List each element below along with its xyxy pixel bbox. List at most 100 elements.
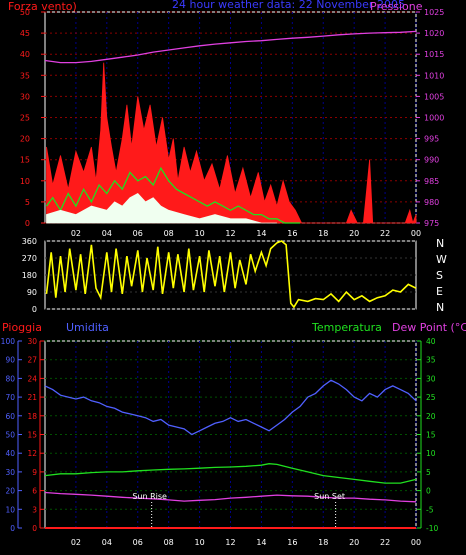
temperature-tick-label: 10 [426,449,436,458]
rain-humidity-temp-axes: 0102030405060708090100036912151821242730… [1,337,439,533]
hour-tick-label: 08 [164,229,174,238]
humidity-tick-label: 40 [5,449,15,458]
temperature-tick-label: 40 [426,337,436,346]
hour-tick-label: 08 [164,538,174,547]
rain-tick-label: 27 [27,356,37,365]
temperature-tick-label: 25 [426,393,436,402]
top-x-axis-ticks: 02 04 06 08 10 12 14 16 18 20 22 00 [71,229,421,238]
pressure-tick-label: 985 [424,177,439,186]
humidity-tick-label: 100 [1,337,16,346]
rain-tick-label: 18 [27,412,37,421]
humidity-tick-label: 50 [5,431,15,440]
rain-axis-label: Pioggia [2,321,42,334]
series-umidita [44,379,417,436]
wind-tick-label: 0 [25,219,30,228]
hour-tick-label: 04 [102,229,112,238]
temperature-tick-label: 20 [426,412,436,421]
hour-tick-label: 00 [411,538,421,547]
wind-tick-label: 15 [20,156,30,165]
sun-markers: Sun Rise Sun Set [132,492,345,528]
humidity-tick-label: 10 [5,505,15,514]
hour-tick-label: 10 [194,229,204,238]
temperature-tick-label: -5 [426,505,434,514]
compass-labels: N W S E N [436,237,447,314]
pressure-tick-label: 1020 [424,29,444,38]
hour-tick-label: 20 [349,229,359,238]
pressure-axis-label: Pressione [370,0,423,13]
direction-tick-label: 180 [22,271,37,280]
wind-tick-label: 5 [25,198,30,207]
hour-tick-label: 12 [225,538,235,547]
temperature-tick-label: 15 [426,431,436,440]
direction-tick-label: 90 [27,288,37,297]
pressure-tick-label: 1005 [424,92,444,101]
series-temperatura [44,463,417,484]
wind-tick-label: 45 [20,29,30,38]
rain-tick-label: 15 [27,431,37,440]
humidity-axis-label: Umidita [66,321,109,334]
compass-label: N [436,301,444,314]
humidity-tick-label: 0 [10,524,15,533]
rain-tick-label: 12 [27,449,37,458]
hour-tick-label: 04 [102,538,112,547]
humidity-tick-label: 20 [5,487,15,496]
hour-tick-label: 12 [225,229,235,238]
rain-tick-label: 24 [27,374,37,383]
hour-tick-label: 22 [380,538,390,547]
wind-tick-label: 10 [20,177,30,186]
wind-tick-label: 30 [20,92,30,101]
series-forza-vento- [46,62,417,225]
wind-tick-label: 25 [20,114,30,123]
rain-tick-label: 0 [32,524,37,533]
hour-tick-label: 06 [133,229,143,238]
temperature-tick-label: 30 [426,374,436,383]
hour-tick-label: 06 [133,538,143,547]
rain-tick-label: 21 [27,393,37,402]
wind-pressure-series [44,30,417,225]
hour-tick-label: 10 [194,538,204,547]
series-gust [45,166,301,224]
compass-label: S [436,269,443,282]
temperature-tick-label: 5 [426,468,431,477]
direction-tick-label: 270 [22,254,37,263]
temperature-tick-label: 0 [426,487,431,496]
hour-tick-label: 14 [256,229,266,238]
sunset-label: Sun Set [314,492,345,501]
rain-humidity-temp-grid [45,340,417,529]
pressure-tick-label: 980 [424,198,439,207]
hour-tick-label: 18 [318,538,328,547]
wind-tick-label: 40 [20,50,30,59]
sunrise-label: Sun Rise [132,492,167,501]
rain-tick-label: 6 [32,487,37,496]
dew-point-axis-label: Dew Point (°C) [392,321,466,334]
hour-tick-label: 22 [380,229,390,238]
hour-tick-label: 02 [71,229,81,238]
hour-tick-label: 16 [287,538,297,547]
hour-tick-label: 14 [256,538,266,547]
humidity-tick-label: 70 [5,393,15,402]
pressure-tick-label: 1025 [424,8,444,17]
rain-tick-label: 3 [32,505,37,514]
hour-tick-label: 00 [411,229,421,238]
series-calm [46,193,277,224]
hour-tick-label: 16 [287,229,297,238]
series-dew-point-c- [44,491,417,503]
hour-tick-label: 02 [71,538,81,547]
rain-humidity-temp-series [44,379,417,529]
wind-direction-panel: 0 90 180 270 360 N W S E N [22,237,447,314]
chart-title: 24 hour weather data: 22 November 2005 [172,0,405,11]
rain-tick-label: 30 [27,337,37,346]
wind-tick-label: 35 [20,71,30,80]
humidity-tick-label: 60 [5,412,15,421]
pressure-tick-label: 995 [424,135,439,144]
direction-tick-label: 0 [32,305,37,314]
pressure-tick-label: 990 [424,156,439,165]
wind-direction-axis-ticks: 0 90 180 270 360 [22,237,37,314]
wind-axis-ticks: 0 5 10 15 20 25 30 35 40 45 50 [20,8,45,228]
series-wind-direction [45,240,417,309]
hour-tick-label: 18 [318,229,328,238]
temperature-tick-label: -10 [426,524,438,533]
pressure-tick-label: 1015 [424,50,444,59]
